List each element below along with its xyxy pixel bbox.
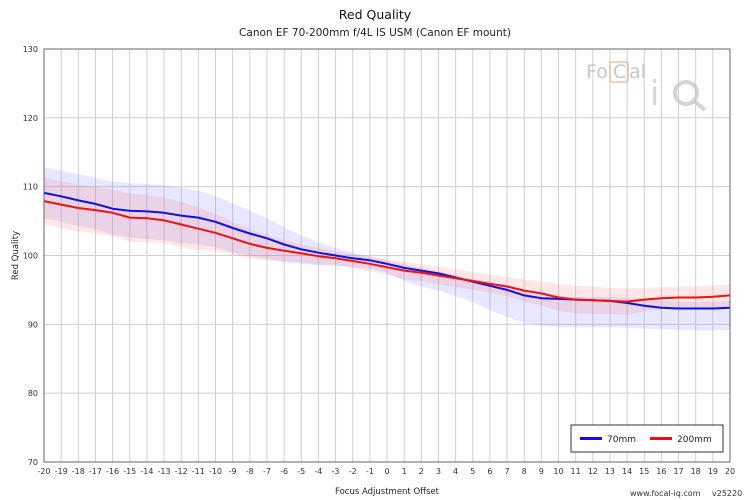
y-tick-labels: 70 80 90 100 110 120 130 [23,45,38,467]
y-tick-label: 90 [28,320,38,329]
x-tick-label: 10 [553,467,563,476]
logo-box-icon [609,61,629,83]
x-tick-label: 20 [725,467,735,476]
x-tick-label: 15 [639,467,649,476]
y-tick-label: 70 [28,458,38,467]
x-tick-label: -13 [158,467,171,476]
x-tick-label: -16 [106,467,119,476]
y-axis-label: Red Quality [11,231,21,280]
confidence-bands [44,167,730,331]
x-tick-label: -14 [140,467,153,476]
x-tick-label: -18 [72,467,85,476]
x-tick-label: 9 [539,467,544,476]
y-tick-label: 120 [23,114,38,123]
x-tick-label: 14 [622,467,632,476]
x-tick-label: 13 [605,467,615,476]
plot-frame [43,48,731,463]
logo-text-al: al [629,61,646,83]
x-tick-label: 16 [656,467,666,476]
x-tick-label: -2 [349,467,357,476]
legend-label-200mm: 200mm [677,435,712,445]
x-tick-label: -10 [209,467,222,476]
band-200mm [44,177,730,315]
x-tick-label: 6 [487,467,492,476]
x-tick-label: 2 [419,467,424,476]
logo-magnifier-icon [673,80,699,106]
x-tick-label: 8 [522,467,527,476]
x-tick-label: -11 [192,467,205,476]
x-tick-label: 4 [453,467,458,476]
legend: 70mm 200mm [570,424,724,453]
logo-text-c: C [613,61,626,83]
x-tick-label: 1 [402,467,407,476]
series-line-200mm [43,200,731,303]
x-tick-label: 11 [571,467,581,476]
x-tick-label: -6 [280,467,288,476]
x-tick-label: 19 [708,467,718,476]
y-tick-label: 110 [23,183,38,192]
focal-iq-logo: Fo C al i [586,61,707,114]
x-axis-label: Focus Adjustment Offset [335,487,440,497]
footer-version: v25220 [712,489,742,498]
x-tick-label: 5 [470,467,475,476]
x-tick-label: -17 [89,467,102,476]
x-tick-label: -4 [314,467,322,476]
x-tick-label: 7 [505,467,510,476]
legend-label-70mm: 70mm [607,435,636,445]
chart-subtitle: Canon EF 70-200mm f/4L IS USM (Canon EF … [239,27,511,39]
x-tick-label: -12 [175,467,188,476]
x-tick-label: 3 [436,467,441,476]
x-tick-label: 17 [673,467,683,476]
logo-magnifier-handle [692,99,707,112]
footer-site: www.focal-iq.com [630,489,701,498]
x-tick-labels: -20 -19 -18 -17 -16 -15 -14 -13 -12 -11 -10 -9 -8 -7-… [37,467,735,476]
logo-text-focal: Fo [586,61,608,83]
logo-text-i: i [650,74,659,114]
grid-lines [43,48,731,463]
x-tick-label: -5 [297,467,305,476]
x-tick-label: -7 [263,467,271,476]
x-tick-label: -15 [123,467,136,476]
band-70mm [44,167,730,331]
x-tick-label: -9 [229,467,237,476]
y-tick-label: 130 [23,45,38,54]
x-tick-label: 18 [691,467,701,476]
x-tick-label: 0 [384,467,389,476]
y-tick-label: 80 [28,389,38,398]
x-tick-label: -3 [332,467,340,476]
x-tick-label: -19 [55,467,68,476]
x-tick-label: -8 [246,467,254,476]
x-tick-label: -20 [37,467,50,476]
chart-title: Red Quality [338,7,412,22]
x-tick-label: 12 [588,467,598,476]
x-tick-label: -1 [366,467,374,476]
y-tick-label: 100 [23,252,38,261]
series-lines [43,191,731,310]
